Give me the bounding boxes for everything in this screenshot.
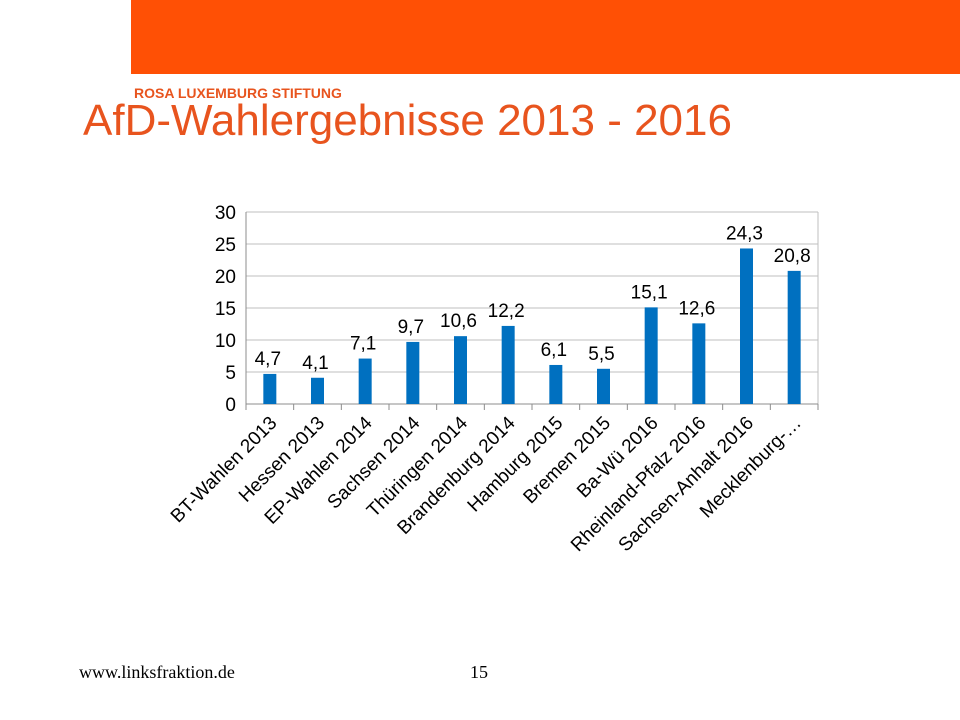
bar [644,307,658,404]
data-label: 9,7 [398,317,424,338]
bar [311,377,324,404]
data-label: 6,1 [541,340,567,361]
y-tick-label: 15 [215,299,236,320]
y-tick-label: 0 [225,395,236,416]
data-label: 12,6 [678,298,715,319]
bar [597,368,610,404]
bar [787,270,801,404]
data-label: 15,1 [631,282,668,303]
data-label: 4,7 [255,349,281,370]
data-label: 24,3 [726,223,763,244]
bar [501,325,515,404]
slide-title: AfD-Wahlergebnisse 2013 - 2016 [83,96,732,145]
bar [692,323,706,404]
bar [549,364,563,404]
data-label: 10,6 [440,311,477,332]
brand-name: ROSA LUXEMBURG STIFTUNG [134,85,342,101]
y-tick-label: 25 [215,235,236,256]
data-label: 5,5 [588,344,614,365]
bar [263,373,277,404]
data-label: 20,8 [774,246,811,267]
bar [740,248,753,404]
data-label: 12,2 [488,301,525,322]
bar [358,358,372,404]
y-tick-label: 10 [215,331,236,352]
header-band [131,0,960,74]
page-number: 15 [470,662,488,682]
bar [454,336,467,404]
data-label: 7,1 [350,334,376,355]
bar [406,341,420,404]
footer-url[interactable]: www.linksfraktion.de [79,662,235,682]
y-tick-label: 20 [215,267,236,288]
y-tick-label: 5 [225,363,236,384]
y-tick-label: 30 [215,203,236,224]
data-label: 4,1 [302,353,328,374]
